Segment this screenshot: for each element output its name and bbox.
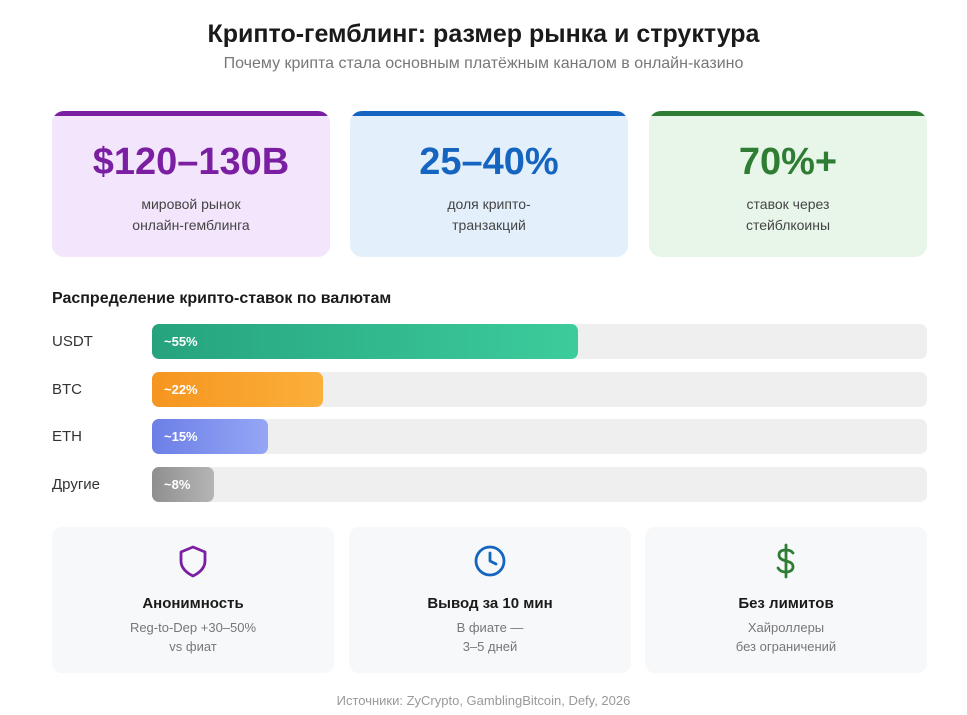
stat-card-accent bbox=[350, 111, 628, 116]
feature-desc: Хайроллеры без ограничений bbox=[735, 620, 837, 654]
bar: ~15% bbox=[152, 419, 269, 454]
bar-row: Другие ~8% bbox=[52, 467, 927, 502]
dollar-icon bbox=[776, 543, 795, 579]
feature-desc: В фиате —3–5 дней bbox=[456, 620, 524, 654]
bar-track: ~55% bbox=[152, 324, 927, 359]
feature-card-withdrawal: Вывод за 10 мин В фиате —3–5 дней bbox=[349, 527, 631, 673]
shield-icon bbox=[179, 545, 207, 578]
stat-card-crypto-share: 25–40% доля крипто-транзакций bbox=[350, 111, 628, 257]
feature-card-anonymity: Анонимность Reg-to-Dep +30–50% vs фиат bbox=[52, 527, 334, 673]
stat-card-accent bbox=[52, 111, 330, 116]
bar: ~22% bbox=[152, 372, 323, 407]
stat-card-market: $120–130B мировой рынок онлайн-гемблинга bbox=[52, 111, 330, 257]
stat-value: $120–130B bbox=[92, 141, 290, 183]
feature-title: Без лимитов bbox=[738, 595, 834, 612]
stat-card-stablecoins: 70%+ ставок через стейблкоины bbox=[649, 111, 927, 257]
feature-title: Вывод за 10 мин bbox=[427, 595, 553, 612]
bar-value-label: ~8% bbox=[164, 477, 191, 492]
feature-desc: Reg-to-Dep +30–50% vs фиат bbox=[129, 620, 257, 654]
bar-category-label: USDT bbox=[52, 333, 93, 350]
bar-category-label: BTC bbox=[52, 381, 82, 398]
bar-category-label: ETH bbox=[52, 428, 82, 445]
bar-row: USDT ~55% bbox=[52, 324, 927, 359]
bar-value-label: ~22% bbox=[164, 382, 198, 397]
bar: ~55% bbox=[152, 324, 579, 359]
stat-card-accent bbox=[649, 111, 927, 116]
clock-icon bbox=[474, 545, 506, 577]
bar-category-label: Другие bbox=[52, 476, 101, 493]
sources-footer: Источники: ZyCrypto, GamblingBitcoin, De… bbox=[336, 693, 631, 708]
page-subtitle: Почему крипта стала основным платёжным к… bbox=[223, 55, 744, 72]
bar-row: ETH ~15% bbox=[52, 419, 927, 454]
stat-value: 25–40% bbox=[419, 141, 559, 183]
bar-row: BTC ~22% bbox=[52, 372, 927, 407]
stat-label: ставок через стейблкоины bbox=[745, 196, 831, 233]
page-title: Крипто-гемблинг: размер рынка и структур… bbox=[207, 20, 760, 48]
stat-label: доля крипто-транзакций bbox=[447, 196, 531, 233]
bar-track: ~22% bbox=[152, 372, 927, 407]
chart-title: Распределение крипто-ставок по валютам bbox=[52, 290, 392, 307]
bar-value-label: ~15% bbox=[164, 429, 198, 444]
bar-track: ~15% bbox=[152, 419, 927, 454]
bar: ~8% bbox=[152, 467, 214, 502]
feature-title: Анонимность bbox=[142, 595, 244, 612]
bar-value-label: ~55% bbox=[164, 334, 198, 349]
stat-label: мировой рынок онлайн-гемблинга bbox=[132, 196, 250, 233]
feature-card-no-limits: Без лимитов Хайроллеры без ограничений bbox=[645, 527, 927, 673]
stat-value: 70%+ bbox=[738, 141, 838, 183]
bar-track: ~8% bbox=[152, 467, 927, 502]
